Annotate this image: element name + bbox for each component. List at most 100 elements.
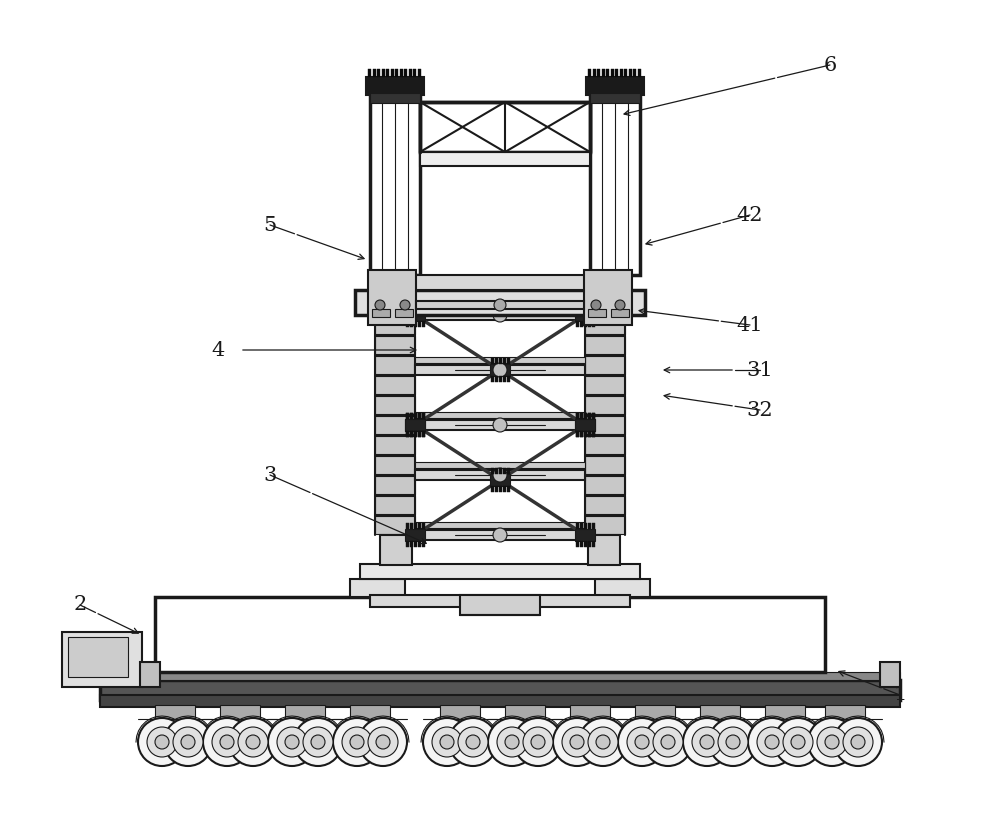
Bar — [415, 522, 585, 528]
Text: 42: 42 — [737, 205, 763, 224]
Bar — [576, 303, 579, 309]
Bar — [415, 302, 585, 308]
Bar — [372, 309, 390, 317]
Bar — [503, 358, 506, 364]
Circle shape — [791, 735, 805, 749]
Circle shape — [497, 727, 527, 757]
Bar — [588, 431, 591, 437]
Circle shape — [333, 718, 381, 766]
Circle shape — [718, 727, 748, 757]
Bar — [406, 523, 409, 529]
Bar — [380, 535, 412, 565]
Bar — [418, 69, 421, 77]
Bar — [418, 321, 421, 327]
Bar — [418, 541, 421, 547]
Bar — [584, 321, 587, 327]
Circle shape — [493, 308, 507, 322]
Circle shape — [440, 735, 454, 749]
Bar — [503, 468, 506, 474]
Bar — [368, 270, 416, 325]
Bar — [580, 541, 583, 547]
Bar — [414, 431, 417, 437]
Bar — [585, 396, 625, 414]
Circle shape — [851, 735, 865, 749]
Bar — [375, 516, 415, 534]
Bar — [585, 516, 625, 534]
Text: 41: 41 — [737, 315, 763, 334]
Bar — [440, 705, 480, 719]
Bar — [68, 637, 128, 677]
Bar — [414, 413, 417, 419]
Bar — [576, 523, 579, 529]
Bar — [420, 102, 590, 152]
Bar — [585, 376, 625, 394]
Bar — [507, 486, 510, 492]
Bar — [406, 413, 409, 419]
Bar — [491, 376, 494, 382]
Bar — [414, 431, 417, 437]
Circle shape — [285, 735, 299, 749]
Bar — [491, 358, 494, 364]
Bar — [495, 376, 498, 382]
Bar — [406, 431, 409, 437]
Bar — [580, 413, 583, 419]
Circle shape — [368, 727, 398, 757]
Circle shape — [449, 718, 497, 766]
Circle shape — [726, 735, 740, 749]
Bar — [422, 413, 425, 419]
Circle shape — [268, 718, 316, 766]
Bar — [62, 632, 142, 687]
Bar — [584, 270, 632, 325]
Circle shape — [164, 718, 212, 766]
Bar — [638, 69, 640, 77]
Bar — [610, 69, 614, 77]
Bar — [414, 523, 417, 529]
Circle shape — [579, 718, 627, 766]
Circle shape — [311, 735, 325, 749]
Circle shape — [359, 718, 407, 766]
Bar — [588, 535, 620, 565]
Circle shape — [432, 727, 462, 757]
Bar — [404, 69, 407, 77]
Bar — [415, 530, 585, 540]
Bar — [611, 309, 629, 317]
Bar — [595, 579, 650, 597]
Circle shape — [683, 718, 731, 766]
Bar — [576, 431, 579, 437]
Circle shape — [229, 718, 277, 766]
Bar — [375, 416, 415, 434]
Circle shape — [493, 418, 507, 432]
Circle shape — [653, 727, 683, 757]
Bar — [422, 523, 425, 529]
Bar — [400, 69, 403, 77]
Circle shape — [709, 718, 757, 766]
Bar — [503, 376, 506, 382]
Bar — [606, 69, 609, 77]
Bar — [405, 309, 425, 321]
Circle shape — [627, 727, 657, 757]
Bar — [391, 69, 394, 77]
Bar — [370, 95, 420, 275]
Bar — [576, 413, 579, 419]
Text: 32: 32 — [747, 400, 773, 420]
Bar — [422, 431, 425, 437]
Bar — [575, 419, 595, 431]
Circle shape — [808, 718, 856, 766]
Circle shape — [238, 727, 268, 757]
Bar — [409, 69, 412, 77]
Bar — [405, 529, 425, 541]
Bar — [490, 364, 510, 376]
Bar — [410, 413, 413, 419]
Bar — [422, 413, 425, 419]
Bar — [375, 436, 415, 454]
Circle shape — [400, 300, 410, 310]
Bar — [505, 705, 545, 719]
Bar — [220, 705, 260, 719]
Circle shape — [458, 727, 488, 757]
Bar — [370, 595, 630, 607]
Bar — [588, 309, 606, 317]
Bar — [375, 496, 415, 514]
Bar — [585, 356, 625, 374]
Circle shape — [155, 735, 169, 749]
Circle shape — [203, 718, 251, 766]
